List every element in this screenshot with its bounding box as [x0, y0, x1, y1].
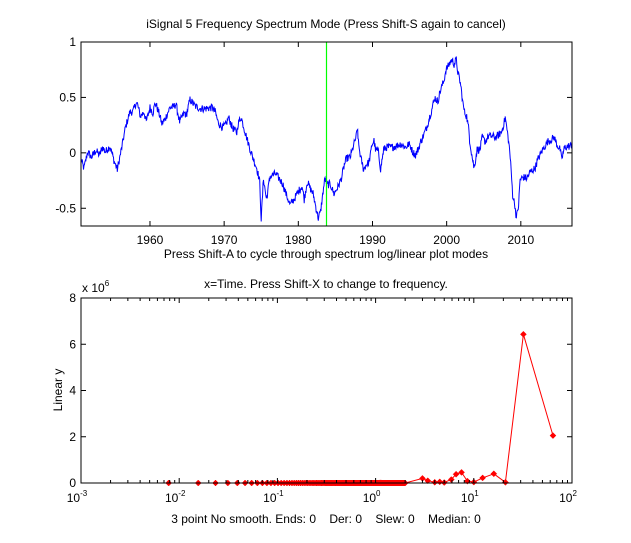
x-tick-label: 10-1	[263, 489, 284, 505]
x-tick-label: 1970	[211, 233, 238, 247]
y-tick-label: 6	[69, 337, 76, 351]
x-tick-label: 2010	[507, 233, 534, 247]
spectrum-x-ticks: 10-3 10-2 10-1 100 101 102	[67, 298, 577, 505]
spectrum-y-ticks: 0 2 4 6 8	[69, 291, 572, 490]
x-tick-label: 2000	[433, 233, 460, 247]
spectrum-y-label: Linear y	[51, 369, 65, 412]
x-tick-base: 10	[165, 491, 179, 505]
x-tick-exponent: 0	[376, 489, 381, 498]
signal-y-ticks: -0.5 0 0.5 1	[55, 35, 572, 215]
spectrum-point	[502, 478, 509, 486]
signal-x-ticks: 1960 1970 1980 1990 2000 2010	[137, 42, 534, 247]
x-tick-exponent: 1	[474, 489, 479, 498]
spectrum-point	[479, 474, 486, 482]
spectrum-series	[165, 330, 557, 487]
spectrum-point	[452, 470, 460, 478]
spectrum-x-label: 3 point No smooth. Ends: 0 Der: 0 Slew: …	[171, 512, 481, 526]
spectrum-line	[168, 334, 554, 484]
spectrum-point	[419, 475, 426, 482]
y-tick-label: -0.5	[55, 201, 76, 215]
signal-line	[80, 56, 573, 222]
x-tick-label: 102	[559, 489, 577, 505]
x-tick-base: 10	[263, 491, 277, 505]
x-tick-label: 1980	[285, 233, 312, 247]
spectrum-point	[447, 476, 455, 483]
x-tick-base: 10	[363, 491, 377, 505]
spectrum-point	[549, 432, 557, 439]
x-tick-exponent: 2	[572, 489, 577, 498]
x-tick-label: 1960	[137, 233, 164, 247]
signal-plot: iSignal 5 Frequency Spectrum Mode (Press…	[55, 17, 573, 261]
y-tick-label: 4	[69, 384, 76, 398]
spectrum-point	[490, 470, 498, 478]
y-tick-label: 0	[69, 146, 76, 160]
spectrum-point	[520, 330, 527, 338]
spectrum-plot-axes-box	[80, 297, 573, 484]
signal-plot-axes-box	[80, 41, 573, 227]
x-tick-base: 10	[67, 491, 81, 505]
y-tick-label: 0.5	[59, 90, 76, 104]
x-tick-exponent: -1	[277, 489, 285, 498]
x-tick-label: 1990	[359, 233, 386, 247]
y-tick-label: 0	[69, 476, 76, 490]
x-tick-label: 10-2	[165, 489, 186, 505]
x-tick-exponent: -3	[80, 489, 88, 498]
x-tick-label: 100	[363, 489, 381, 505]
signal-series	[80, 56, 573, 222]
y-multiplier-exponent: 6	[105, 279, 110, 288]
spectrum-point	[458, 469, 465, 476]
y-multiplier-label: x 106	[82, 279, 110, 295]
y-tick-label: 1	[69, 35, 76, 49]
y-tick-label: 2	[69, 430, 76, 444]
signal-x-label: Press Shift-A to cycle through spectrum …	[164, 247, 488, 261]
x-tick-exponent: -2	[178, 489, 186, 498]
y-tick-label: 8	[69, 291, 76, 305]
y-multiplier-base: x 10	[82, 281, 105, 295]
spectrum-plot-title: x=Time. Press Shift-X to change to frequ…	[204, 277, 448, 291]
x-tick-base: 10	[461, 491, 475, 505]
x-tick-base: 10	[559, 491, 573, 505]
spectrum-plot: x=Time. Press Shift-X to change to frequ…	[51, 277, 577, 526]
signal-plot-title: iSignal 5 Frequency Spectrum Mode (Press…	[146, 17, 506, 31]
x-tick-label: 101	[461, 489, 479, 505]
x-tick-label: 10-3	[67, 489, 88, 505]
